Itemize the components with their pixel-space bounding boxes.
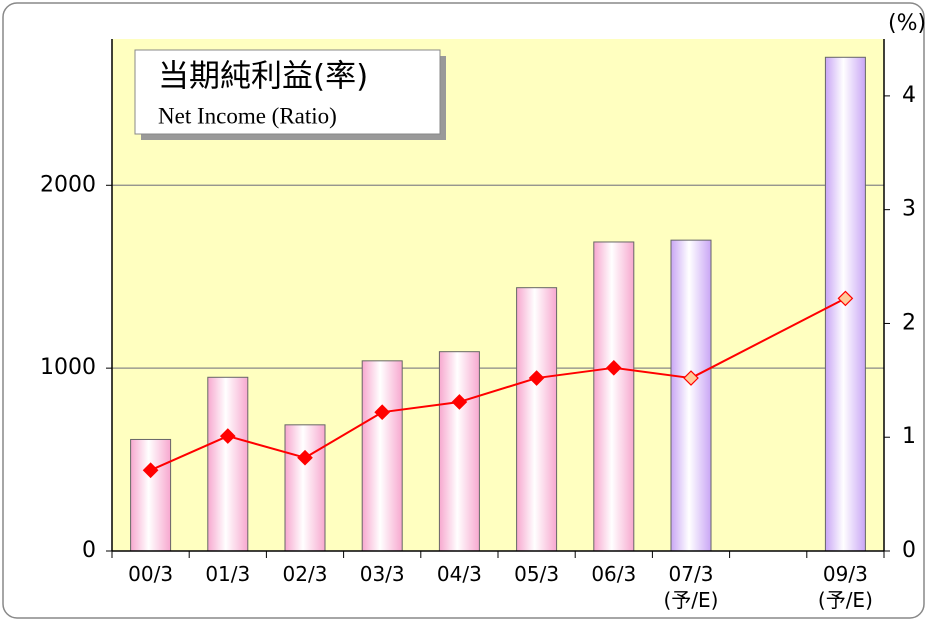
line-marker — [142, 462, 159, 479]
chart-title: 当期純利益(率) — [158, 59, 368, 95]
y2-tick-label: 2 — [902, 310, 916, 335]
line-segment — [536, 366, 614, 380]
line-segment — [613, 366, 692, 380]
line-marker — [297, 449, 313, 466]
bar — [130, 438, 172, 552]
x-tick-label: 06/3 — [591, 562, 637, 586]
x-tick-label: 02/3 — [282, 562, 328, 586]
line-segment — [690, 297, 846, 379]
line-marker — [219, 428, 236, 444]
title-box — [134, 49, 441, 135]
line-marker — [374, 404, 391, 421]
line-segment — [227, 435, 306, 459]
line-segment — [459, 377, 537, 403]
y2-tick-label: 3 — [902, 197, 916, 222]
y2-axis-label: (%) — [888, 11, 926, 36]
x-tick-label: 01/3 — [205, 562, 251, 586]
bar — [361, 360, 403, 552]
bar — [516, 287, 558, 552]
line-segment — [304, 411, 383, 459]
y2-tick-label: 1 — [902, 424, 916, 449]
x-tick-label: 04/3 — [436, 562, 482, 586]
x-tick-label: 07/3 (予/E) — [663, 562, 719, 612]
x-tick-label: 03/3 — [359, 562, 405, 586]
bar — [207, 376, 249, 552]
line-marker — [683, 370, 699, 386]
x-tick-label: 05/3 — [514, 562, 560, 586]
line-marker — [451, 394, 468, 410]
line-marker — [605, 359, 622, 376]
y-tick-label: 1000 — [40, 355, 96, 380]
line-segment — [382, 400, 460, 414]
chart-subtitle: Net Income (Ratio) — [158, 103, 337, 128]
x-tick-label: 00/3 — [128, 562, 174, 586]
bar — [284, 424, 326, 552]
line-marker — [837, 290, 854, 307]
y-tick-label: 0 — [82, 538, 96, 563]
y-tick-label: 2000 — [40, 172, 96, 197]
line-marker — [528, 370, 545, 386]
bar — [438, 351, 480, 552]
y2-tick-label: 0 — [902, 538, 916, 563]
y2-tick-label: 4 — [902, 83, 916, 108]
x-tick-label: 09/3 (予/E) — [817, 562, 873, 612]
bar — [593, 241, 635, 552]
bar — [670, 239, 712, 552]
line-segment — [150, 435, 229, 472]
